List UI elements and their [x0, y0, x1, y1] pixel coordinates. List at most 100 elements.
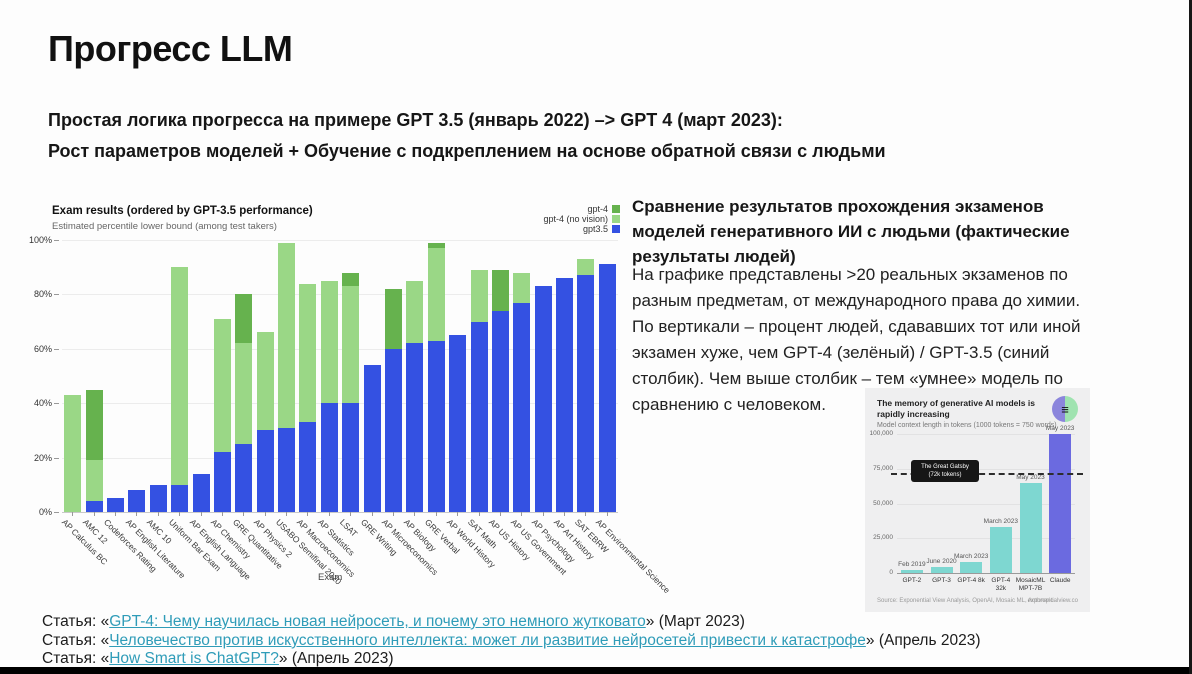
bar-gpt3.5	[384, 348, 402, 512]
x-axis-label: AP Environmental Science	[594, 517, 673, 596]
link-suffix: » (Апрель 2023)	[865, 632, 981, 649]
y-axis-tick-label: 0%	[38, 507, 52, 517]
bar-gpt-4-no-vision-	[85, 460, 103, 512]
mini-chart-subtitle: Model context length in tokens (1000 tok…	[877, 422, 1057, 429]
gridline	[62, 512, 618, 513]
link-suffix: » (Апрель 2023)	[278, 650, 394, 667]
link-prefix: Статья: «	[42, 632, 110, 649]
mini-y-tick-label: 0	[889, 569, 893, 576]
x-axis-tick	[264, 512, 266, 516]
bar-gpt3.5	[256, 430, 274, 512]
bar-gpt3.5	[278, 427, 296, 512]
mini-bar-claude	[1049, 434, 1072, 573]
legend-item: gpt3.5	[470, 224, 620, 234]
mini-gridline	[897, 503, 1075, 505]
article-link-gpt4[interactable]: GPT-4: Чему научилась новая нейросеть, и…	[109, 613, 646, 630]
page-title: Прогресс LLM	[48, 28, 293, 69]
gridline	[62, 457, 618, 459]
legend-label: gpt3.5	[582, 224, 608, 234]
x-axis-tick	[93, 512, 95, 516]
bar-gpt3.5	[513, 302, 531, 512]
exponential-view-logo-icon: ≡	[1052, 396, 1078, 422]
bar-gpt-4-no-vision-	[64, 395, 82, 512]
chart-plot-area: 0% 20% 40% 60% 80% 100% AP Calculus BC AMC 12 Co…	[29, 235, 672, 595]
mini-bar-gpt-2	[900, 570, 923, 573]
bar-gpt3.5	[342, 403, 360, 512]
y-axis-tick	[54, 240, 59, 241]
x-axis-tick	[585, 512, 587, 516]
mini-gridline	[897, 538, 1075, 540]
bar-gpt3.5	[534, 286, 552, 512]
bar-gpt3.5	[213, 452, 231, 512]
x-axis-title: Exam	[318, 572, 343, 583]
comparison-paragraph-2: По вертикали – процент людей, сдававших …	[632, 317, 1081, 414]
mini-x-axis-label: MosaicML MPT-7B	[1015, 577, 1046, 592]
y-axis-tick	[54, 512, 59, 513]
x-axis-tick	[478, 512, 480, 516]
mini-chart-attribution: exponentialview.co	[1027, 598, 1078, 604]
bar-gpt3.5	[106, 498, 124, 512]
x-axis-tick	[435, 512, 437, 516]
bar-gpt3.5	[577, 275, 595, 512]
y-axis-tick-label: 80%	[33, 289, 52, 300]
mini-chart-title: The memory of generative AI models is ra…	[877, 398, 1035, 419]
gridline	[62, 403, 618, 405]
article-link-line-2: Статья: «Человечество против искусственн…	[42, 632, 981, 650]
x-axis-tick	[286, 512, 288, 516]
intro-line-2: Рост параметров моделей + Обучение с под…	[48, 141, 886, 161]
bar-gpt-4-no-vision-	[171, 267, 189, 512]
bar-gpt3.5	[320, 403, 338, 512]
bar-gpt3.5	[171, 484, 189, 512]
mini-x-axis-label: GPT-3	[932, 577, 951, 584]
x-axis-tick	[179, 512, 181, 516]
x-axis-tick	[307, 512, 309, 516]
mini-x-axis-label: Claude	[1049, 577, 1071, 584]
mini-x-axis-label: GPT-4 8k	[957, 577, 985, 584]
x-axis-tick	[371, 512, 373, 516]
y-axis-tick-label: 40%	[33, 398, 52, 409]
bar-gpt3.5	[406, 343, 424, 512]
x-axis-tick	[328, 512, 330, 516]
legend-item: gpt-4 (no vision)	[470, 214, 620, 224]
x-axis-tick	[392, 512, 394, 516]
x-axis-tick	[157, 512, 159, 516]
mini-bar-date-label: June 2020	[926, 558, 957, 566]
y-axis-tick	[54, 348, 59, 350]
bar-gpt3.5	[427, 340, 445, 512]
x-axis-tick	[542, 512, 544, 516]
article-link-how-smart[interactable]: How Smart is ChatGPT?	[109, 650, 279, 667]
gatsby-annotation: The Great Gatsby (72k tokens)	[911, 460, 979, 482]
bar-gpt3.5	[192, 473, 210, 512]
context-length-chart-card: The memory of generative AI models is ra…	[865, 388, 1090, 612]
x-axis-tick	[457, 512, 459, 516]
y-axis-tick-label: 100%	[28, 235, 52, 245]
article-link-humanity-vs-ai[interactable]: Человечество против искусственного интел…	[109, 632, 866, 649]
gridline	[62, 348, 618, 350]
link-prefix: Статья: «	[42, 650, 110, 667]
mini-y-tick-label: 50,000	[873, 499, 893, 507]
x-axis-tick	[114, 512, 116, 516]
mini-chart-source: Source: Exponential View Analysis, OpenA…	[877, 598, 1054, 604]
x-axis-tick	[414, 512, 416, 516]
gridline	[62, 294, 618, 296]
article-link-line-3: Статья: «How Smart is ChatGPT?» (Апрель …	[42, 650, 394, 668]
bar-gpt3.5	[491, 310, 509, 512]
legend-label: gpt-4	[587, 204, 608, 214]
intro-line-1: Простая логика прогресса на примере GPT …	[48, 110, 783, 130]
x-axis-tick	[606, 512, 608, 516]
y-axis-tick	[54, 457, 59, 459]
mini-x-axis-label: GPT-2	[902, 577, 922, 584]
mini-bar-date-label: Feb 2019	[898, 561, 926, 569]
bar-gpt3.5	[470, 321, 488, 512]
y-axis-tick	[54, 403, 59, 405]
bar-gpt3.5	[128, 490, 146, 512]
x-axis-tick	[521, 512, 523, 516]
mini-chart-plot-area: 0 25,000 50,000 75,000 100,000 Feb 2019 GPT-2 J…	[870, 425, 1083, 592]
chart-subtitle: Estimated percentile lower bound (among …	[52, 221, 277, 232]
bar-gpt3.5	[149, 484, 167, 512]
chart-title: Exam results (ordered by GPT-3.5 perform…	[52, 205, 313, 217]
mini-bar-date-label: March 2023	[983, 518, 1018, 526]
x-axis-tick	[350, 512, 352, 516]
comparison-heading: Сравнение результатов прохождения экзаме…	[632, 197, 1070, 266]
